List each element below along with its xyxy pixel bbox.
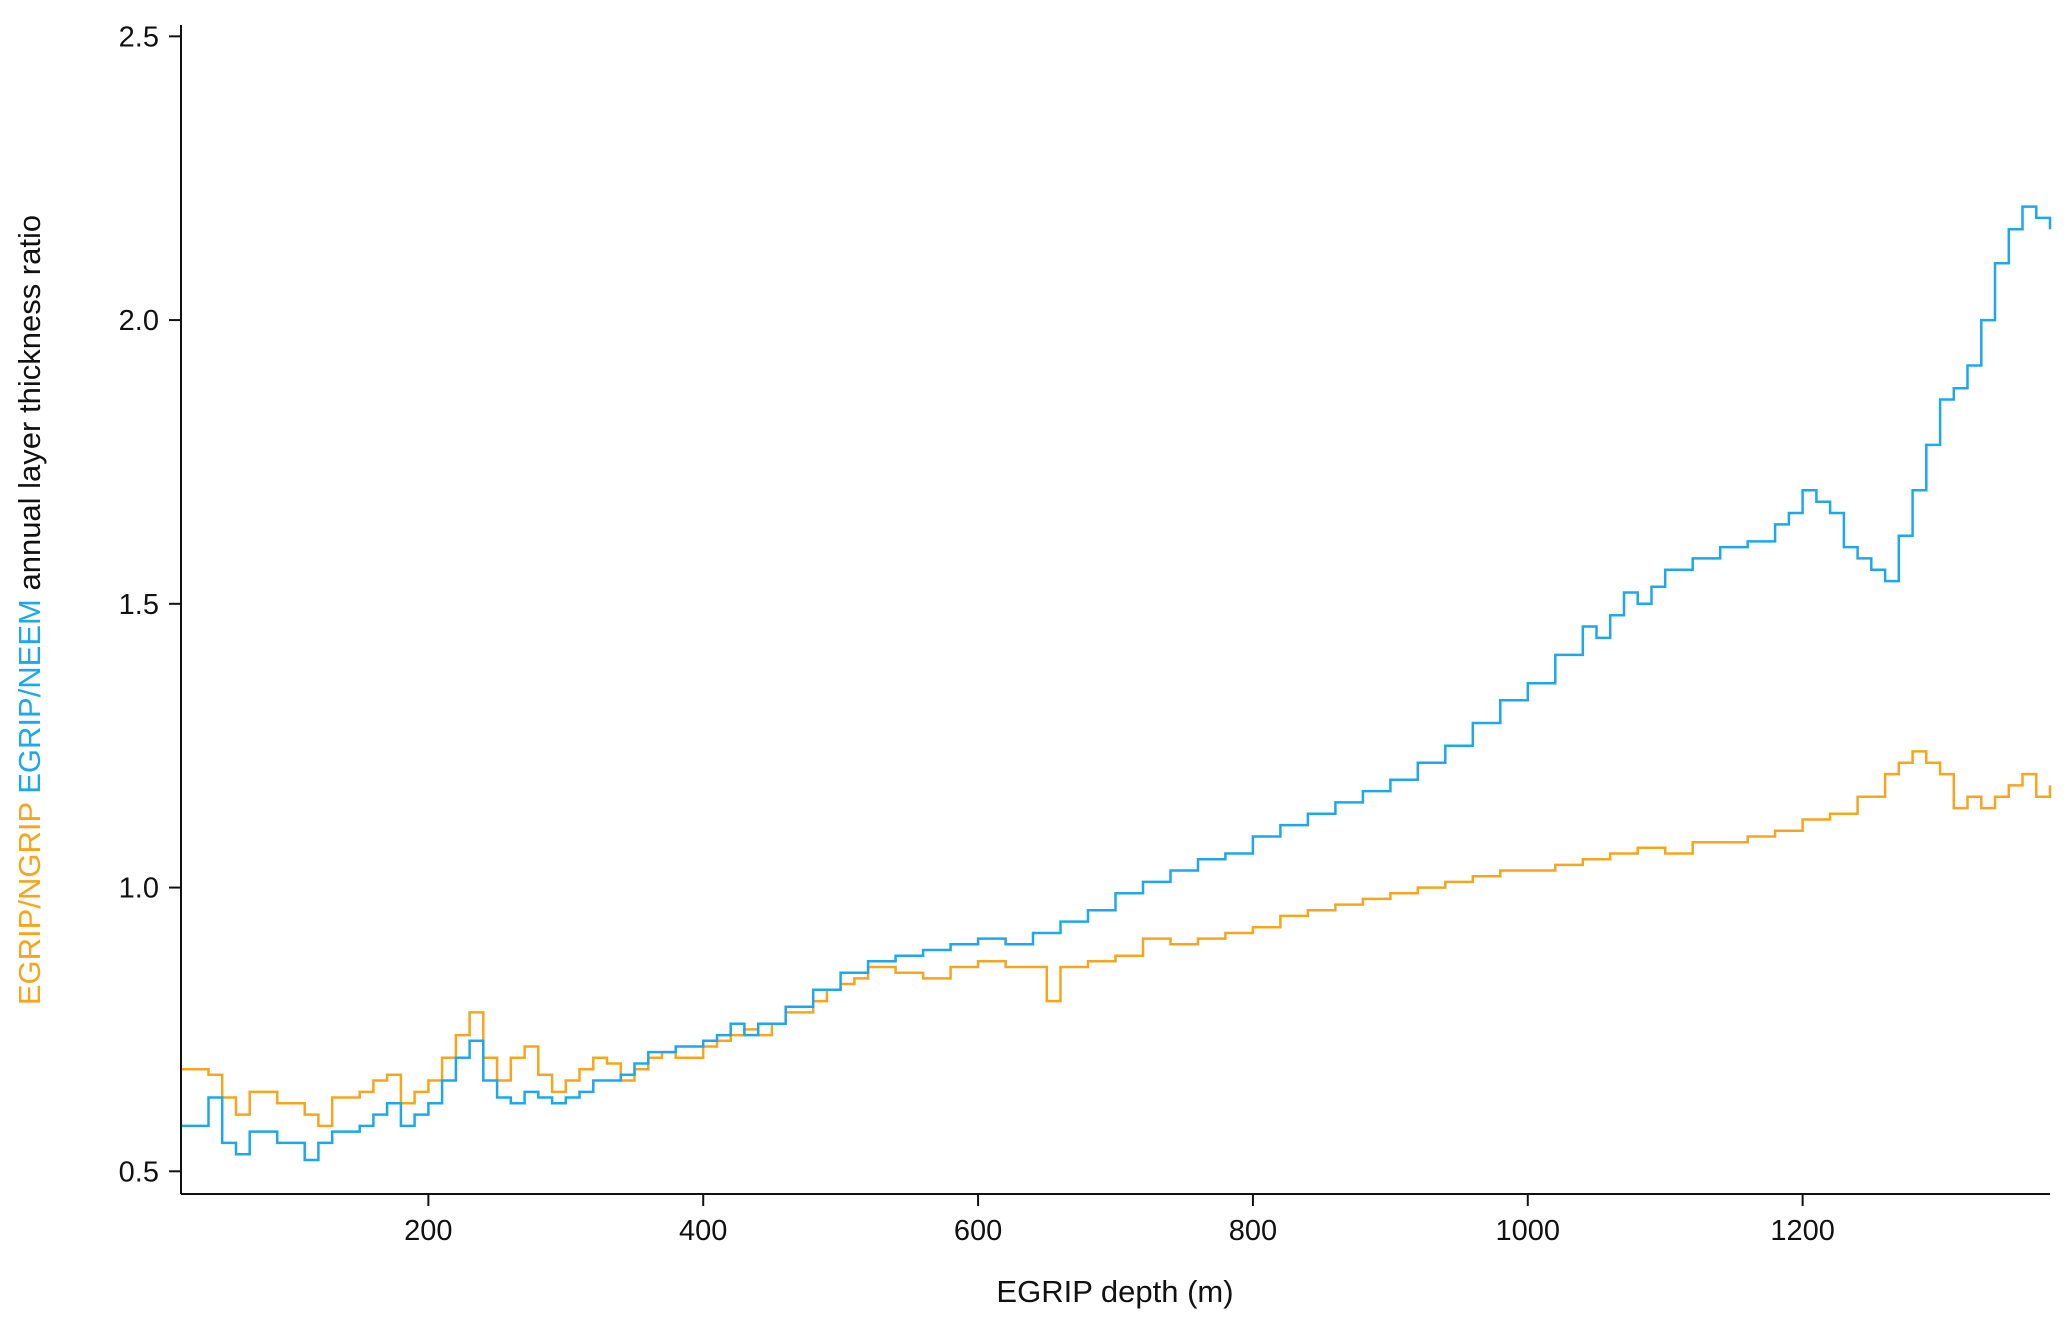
x-tick-label: 800: [1229, 1215, 1277, 1247]
y-tick-label: 2.5: [119, 21, 159, 53]
y-axis-title-ngrip: EGRIP/NGRIP: [12, 802, 47, 1005]
series-line-ngrip: [181, 750, 2052, 1128]
plot-lines: [181, 205, 2052, 1162]
x-axis-title: EGRIP depth (m): [996, 1274, 1233, 1309]
y-tick-label: 1.0: [119, 873, 159, 905]
y-tick-label: 1.5: [119, 589, 159, 621]
x-tick-label: 1000: [1496, 1215, 1561, 1247]
y-axis-title-rest: annual layer thickness ratio: [12, 215, 47, 591]
series-line-neem: [181, 205, 2052, 1162]
x-tick-label: 600: [954, 1215, 1002, 1247]
x-ticks: 200 400 600 800 1000 1200: [404, 1194, 1835, 1247]
x-tick-label: 1200: [1770, 1215, 1835, 1247]
x-tick-label: 400: [679, 1215, 727, 1247]
y-axis-title: EGRIP/NGRIP EGRIP/NEEM annual layer thic…: [12, 215, 47, 1005]
y-tick-label: 2.0: [119, 305, 159, 337]
y-axis-title-neem: EGRIP/NEEM: [12, 599, 47, 794]
y-tick-label: 0.5: [119, 1156, 159, 1188]
y-ticks: 0.5 1.0 1.5 2.0 2.5: [119, 21, 181, 1188]
x-tick-label: 200: [404, 1215, 452, 1247]
axes: [180, 25, 2050, 1195]
